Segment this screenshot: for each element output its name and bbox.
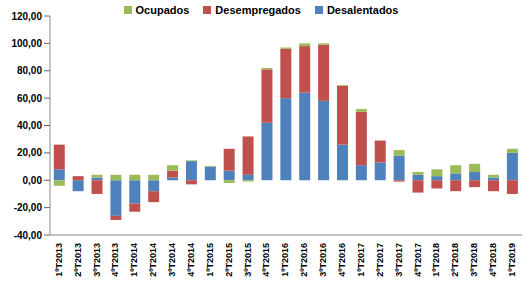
svg-text:1ºT2019: 1ºT2019 xyxy=(507,243,517,277)
svg-text:2ºT2016: 2ºT2016 xyxy=(299,243,309,277)
svg-text:4ºT2013: 4ºT2013 xyxy=(110,243,120,277)
svg-text:2ºT2015: 2ºT2015 xyxy=(224,243,234,277)
html-text:Ocupados: Ocupados xyxy=(135,4,190,16)
svg-text:20,00: 20,00 xyxy=(17,147,42,158)
svg-text:4ºT2016: 4ºT2016 xyxy=(337,243,347,277)
svg-text:1ºT2015: 1ºT2015 xyxy=(205,243,215,277)
svg-text:60,00: 60,00 xyxy=(17,93,42,104)
svg-text:3ºT2013: 3ºT2013 xyxy=(92,243,102,277)
svg-text:2ºT2013: 2ºT2013 xyxy=(73,243,83,277)
svg-text:2ºT2017: 2ºT2017 xyxy=(375,243,385,277)
html-text:Desalentados: Desalentados xyxy=(326,4,399,16)
svg-text:1ºT2017: 1ºT2017 xyxy=(356,243,366,277)
svg-text:80,00: 80,00 xyxy=(17,65,42,76)
svg-text:1ºT2014: 1ºT2014 xyxy=(129,243,139,277)
svg-text:0,00: 0,00 xyxy=(23,175,43,186)
svg-text:3ºT2016: 3ºT2016 xyxy=(318,243,328,277)
svg-text:2ºT2018: 2ºT2018 xyxy=(450,243,460,277)
svg-text:4ºT2015: 4ºT2015 xyxy=(262,243,272,277)
svg-text:1ºT2018: 1ºT2018 xyxy=(431,243,441,277)
svg-text:4ºT2017: 4ºT2017 xyxy=(413,243,423,277)
svg-text:100,00: 100,00 xyxy=(11,38,42,49)
svg-text:2ºT2014: 2ºT2014 xyxy=(148,243,158,277)
svg-text:3ºT2017: 3ºT2017 xyxy=(394,243,404,277)
svg-text:-20,00: -20,00 xyxy=(14,202,43,213)
svg-text:120,00: 120,00 xyxy=(11,11,42,22)
svg-text:-40,00: -40,00 xyxy=(14,230,43,241)
svg-text:1ºT2013: 1ºT2013 xyxy=(54,243,64,277)
html-text:Desempregados: Desempregados xyxy=(215,4,301,16)
svg-text:3ºT2018: 3ºT2018 xyxy=(469,243,479,277)
svg-text:1ºT2016: 1ºT2016 xyxy=(280,243,290,277)
svg-text:3ºT2014: 3ºT2014 xyxy=(167,243,177,277)
svg-text:4ºT2018: 4ºT2018 xyxy=(488,243,498,277)
svg-text:4ºT2014: 4ºT2014 xyxy=(186,243,196,277)
svg-text:3ºT2015: 3ºT2015 xyxy=(243,243,253,277)
svg-text:40,00: 40,00 xyxy=(17,120,42,131)
